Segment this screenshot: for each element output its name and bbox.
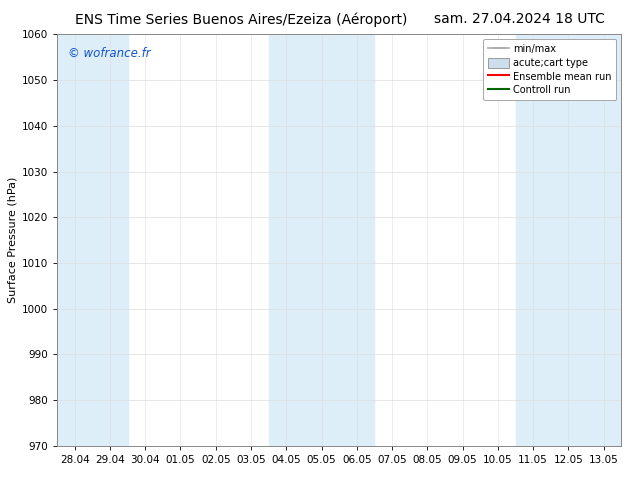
Bar — [515, 34, 621, 446]
Y-axis label: Surface Pressure (hPa): Surface Pressure (hPa) — [8, 177, 18, 303]
Text: © wofrance.fr: © wofrance.fr — [68, 47, 151, 60]
Bar — [57, 34, 127, 446]
Bar — [269, 34, 375, 446]
Legend: min/max, acute;cart type, Ensemble mean run, Controll run: min/max, acute;cart type, Ensemble mean … — [483, 39, 616, 100]
Text: ENS Time Series Buenos Aires/Ezeiza (Aéroport): ENS Time Series Buenos Aires/Ezeiza (Aér… — [75, 12, 407, 27]
Text: sam. 27.04.2024 18 UTC: sam. 27.04.2024 18 UTC — [434, 12, 605, 26]
